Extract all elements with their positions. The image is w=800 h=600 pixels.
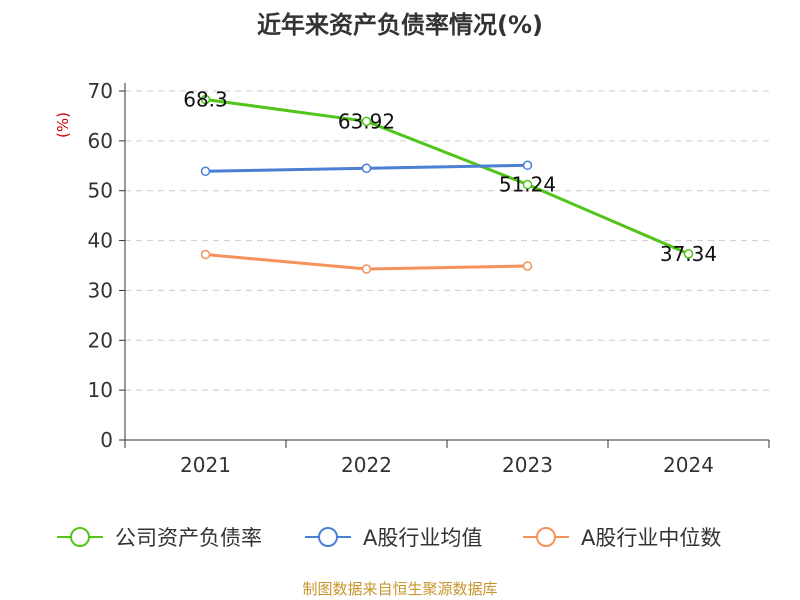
data-point [361,163,372,174]
x-tick-label: 2023 [502,453,553,477]
legend-label: A股行业中位数 [581,526,721,550]
y-tick-label: 20 [88,328,113,352]
data-point [200,166,211,177]
x-tick-label: 2021 [180,453,231,477]
data-label: 51.24 [499,173,556,197]
data-point [200,249,211,260]
data-label: 68.3 [183,87,228,111]
legend-label: A股行业均值 [363,526,482,550]
y-tick-label: 10 [88,378,113,402]
data-label: 37.34 [660,242,717,266]
source-note: 制图数据来自恒生聚源数据库 [302,580,497,598]
y-tick-label: 60 [88,129,113,153]
data-point [361,264,372,274]
legend-marker [318,527,338,547]
legend-item[interactable]: A股行业中位数 [523,526,721,550]
y-tick-label: 40 [88,229,113,253]
data-point [522,261,533,271]
legend-marker [536,527,556,547]
x-tick-label: 2022 [341,453,392,477]
data-point [522,160,533,171]
series-line [205,97,690,256]
legend-label: 公司资产负债率 [115,526,262,550]
data-point [361,116,372,127]
y-tick-label: 50 [88,179,113,203]
y-tick-label: 0 [100,428,113,452]
y-tick-label: 70 [88,79,113,103]
data-point [200,94,211,105]
legend-marker [70,527,90,547]
chart-title: 近年来资产负债率情况(%) [257,11,543,39]
data-point [683,249,694,259]
legend-item[interactable]: A股行业均值 [305,526,482,550]
data-point [522,179,533,190]
x-tick-label: 2024 [663,453,714,477]
legend-item[interactable]: 公司资产负债率 [57,526,262,550]
y-tick-label: 30 [88,278,113,302]
y-axis-label: (%) [54,112,72,138]
data-label: 63.92 [338,109,395,133]
